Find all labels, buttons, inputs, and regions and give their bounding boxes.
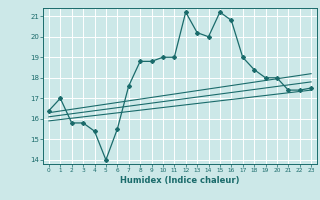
X-axis label: Humidex (Indice chaleur): Humidex (Indice chaleur) <box>120 176 240 185</box>
